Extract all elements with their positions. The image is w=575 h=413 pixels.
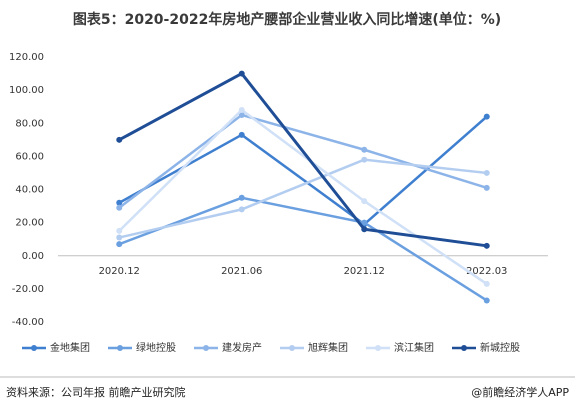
x-tick-label: 2021.06 bbox=[221, 266, 262, 277]
data-point bbox=[238, 131, 245, 138]
legend-label: 滨江集团 bbox=[394, 341, 434, 354]
y-tick-label: -40.00 bbox=[12, 317, 44, 328]
y-tick-label: 100.00 bbox=[9, 85, 44, 96]
data-point bbox=[238, 194, 245, 201]
data-point bbox=[361, 198, 368, 205]
x-tick-label: 2022.03 bbox=[466, 266, 507, 277]
credit: @前瞻经济学人APP bbox=[471, 385, 569, 399]
data-point bbox=[483, 280, 490, 287]
series-line bbox=[118, 108, 488, 285]
legend-label: 旭辉集团 bbox=[308, 341, 348, 354]
data-point bbox=[116, 227, 123, 234]
data-point bbox=[361, 156, 368, 163]
series-line bbox=[118, 71, 487, 248]
data-point bbox=[361, 219, 368, 226]
y-tick-label: 0.00 bbox=[22, 251, 44, 262]
legend-marker bbox=[289, 345, 295, 351]
data-point bbox=[116, 234, 123, 241]
y-tick-label: 40.00 bbox=[15, 185, 44, 196]
legend-label: 建发房产 bbox=[222, 341, 262, 354]
series-line bbox=[118, 113, 488, 209]
data-point bbox=[238, 107, 245, 113]
legend-marker bbox=[117, 345, 123, 351]
data-point bbox=[361, 146, 368, 153]
data-point bbox=[483, 242, 490, 249]
data-point bbox=[116, 204, 123, 211]
data-point bbox=[483, 113, 490, 120]
data-point bbox=[238, 206, 245, 213]
data-point bbox=[238, 70, 245, 77]
data-point bbox=[483, 169, 490, 176]
legend-marker bbox=[203, 345, 209, 351]
data-point bbox=[116, 199, 123, 206]
data-point bbox=[116, 136, 123, 143]
legend-label: 金地集团 bbox=[50, 341, 90, 354]
legend-label: 绿地控股 bbox=[136, 341, 176, 354]
legend-marker bbox=[375, 345, 381, 351]
x-tick-label: 2021.12 bbox=[344, 266, 385, 277]
data-point bbox=[116, 241, 123, 248]
data-point bbox=[238, 111, 245, 118]
series-line bbox=[118, 196, 488, 302]
chart-title: 图表5：2020-2022年房地产腰部企业营业收入同比增速(单位：%) bbox=[73, 11, 501, 28]
legend-label: 新城控股 bbox=[480, 341, 520, 354]
legend-marker bbox=[461, 345, 467, 351]
y-tick-label: 60.00 bbox=[15, 151, 44, 162]
data-point bbox=[483, 184, 490, 191]
legend-marker bbox=[31, 345, 37, 351]
y-tick-label: 80.00 bbox=[15, 118, 44, 129]
x-tick-label: 2020.12 bbox=[99, 266, 140, 277]
data-point bbox=[483, 297, 490, 304]
y-tick-label: 120.00 bbox=[9, 52, 44, 63]
y-tick-label: 20.00 bbox=[15, 218, 44, 229]
series-line bbox=[118, 158, 487, 239]
data-point bbox=[361, 226, 368, 233]
y-tick-label: -20.00 bbox=[12, 284, 44, 295]
source: 资料来源：公司年报 前瞻产业研究院 bbox=[6, 385, 186, 399]
